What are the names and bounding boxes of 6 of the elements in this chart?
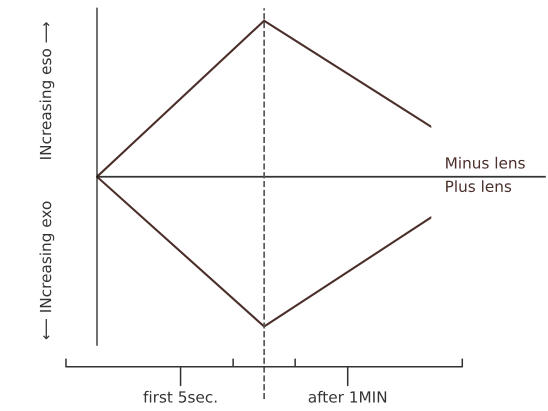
text: ⟵ INcreasing exo: [39, 202, 54, 340]
text: first 5sec.: [143, 390, 216, 403]
series-label: Plus lens: [446, 180, 512, 192]
text: after 1MIN: [308, 390, 386, 403]
text: INcreasing eso ⟶: [39, 22, 54, 159]
text: Minus lens: [446, 156, 525, 169]
